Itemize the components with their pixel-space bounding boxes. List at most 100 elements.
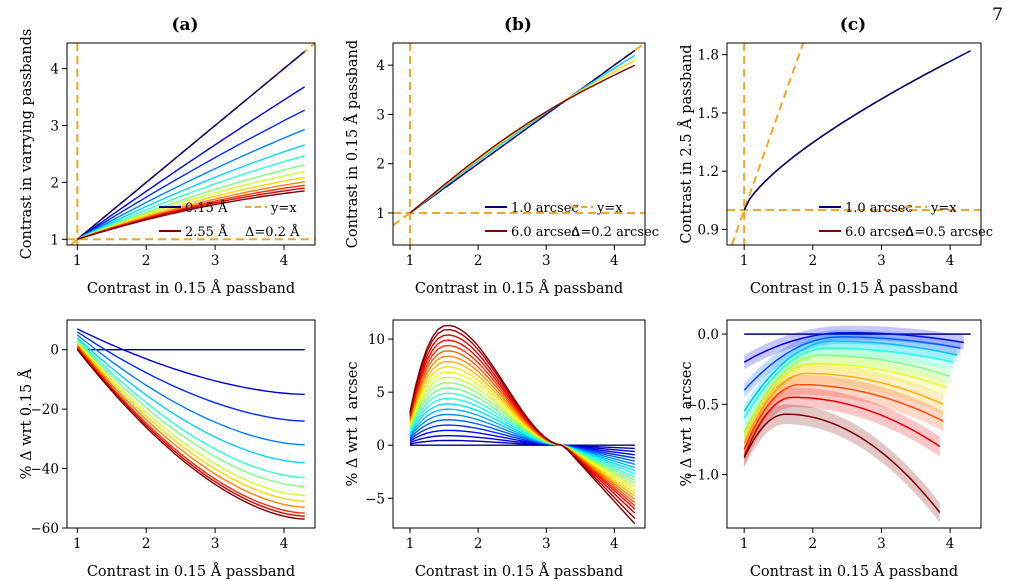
series-line <box>76 331 305 422</box>
legend-label: 2.55 Å <box>185 224 228 240</box>
y-axis-label: Contrast in varrying passbands <box>19 29 35 260</box>
series-line <box>409 334 636 514</box>
y-tick-label: 2 <box>376 157 385 173</box>
series-line <box>409 324 636 525</box>
series-line <box>409 371 636 491</box>
page-number: 7 <box>992 5 1003 25</box>
series-line <box>409 429 635 456</box>
y-axis-label: Contrast in 0.15 Å passband <box>343 40 361 248</box>
series-line <box>409 350 636 504</box>
x-axis-label: Contrast in 0.15 Å passband <box>750 562 958 580</box>
series-line <box>76 334 305 446</box>
y-tick-label: 3 <box>376 107 385 123</box>
y-tick-label: −40 <box>31 462 60 478</box>
panel-a-top: (a) Contrast in 0.15 Å passband Contrast i… <box>19 15 316 297</box>
x-tick-label: 2 <box>474 536 483 552</box>
ref-identity-line <box>730 43 805 245</box>
legend-label: 1.0 arcsec <box>845 201 913 216</box>
series-line <box>76 349 305 520</box>
series-line <box>77 155 305 240</box>
y-tick-label: 0 <box>50 343 59 359</box>
series-line <box>409 387 636 481</box>
series-line <box>409 435 635 453</box>
y-tick-label: 1.8 <box>698 48 719 64</box>
series-line <box>409 424 635 459</box>
plot-frame <box>726 319 982 529</box>
series-line <box>77 176 305 240</box>
series-line <box>409 403 636 472</box>
legend-label: 6.0 arcsec <box>511 225 579 240</box>
y-tick-label: −0.5 <box>686 397 719 413</box>
panel-b-bot: Contrast in 0.15 Å passband % Δ wrt 1 arc… <box>345 319 646 580</box>
legend-label: 0.15 Å <box>185 200 228 216</box>
series-line <box>743 383 944 450</box>
series-line <box>76 341 305 496</box>
series-line <box>409 392 636 478</box>
x-tick-label: 1 <box>406 536 415 552</box>
x-tick-label: 2 <box>142 536 151 552</box>
x-axis-label: Contrast in 0.15 Å passband <box>415 279 623 297</box>
y-tick-label: 1 <box>376 206 385 222</box>
legend-label: Δ=0.2 Å <box>245 224 300 240</box>
legend: 0.15 Å y=x 2.55 Å Δ=0.2 Å <box>159 200 300 240</box>
series-line <box>76 109 306 240</box>
series-line <box>743 57 956 211</box>
plot-frame <box>726 42 982 246</box>
legend-label: Δ=0.2 arcsec <box>571 225 659 240</box>
series-line <box>743 336 961 391</box>
y-tick-label: 4 <box>50 62 59 78</box>
series-line <box>743 362 947 437</box>
series-line <box>409 419 635 462</box>
series-line <box>76 50 306 240</box>
series-line <box>77 170 305 240</box>
series-line <box>409 397 636 475</box>
panel-c-top: (c) Contrast in 0.15 Å passband Contrast i… <box>677 15 993 297</box>
x-tick-label: 3 <box>211 536 220 552</box>
series-line <box>76 338 305 479</box>
series-line <box>76 340 305 488</box>
plot-area-c-bot <box>743 325 971 523</box>
x-tick-label: 4 <box>946 536 955 552</box>
series-line <box>743 331 964 363</box>
y-axis-label: % Δ wrt 0.15 Å <box>17 368 35 479</box>
series-line <box>743 413 941 513</box>
y-axis-label: % Δ wrt 1 arcsec <box>679 362 695 487</box>
series-line <box>743 50 972 211</box>
uncertainty-band <box>744 339 954 427</box>
series-line <box>76 347 305 517</box>
plot-area-b-bot <box>409 324 636 525</box>
series-line <box>409 439 635 450</box>
series-line <box>409 366 636 494</box>
y-axis-label: % Δ wrt 1 arcsec <box>345 362 361 487</box>
y-tick-label: 4 <box>376 58 385 74</box>
uncertainty-band <box>744 374 944 460</box>
x-tick-label: 2 <box>142 253 151 269</box>
series-line <box>409 64 636 214</box>
y-tick-label: 0.0 <box>698 327 719 343</box>
x-tick-label: 4 <box>610 536 619 552</box>
x-tick-label: 3 <box>877 536 886 552</box>
series-line <box>409 413 635 465</box>
x-tick-label: 1 <box>73 536 82 552</box>
y-tick-label: −20 <box>31 402 60 418</box>
y-tick-label: 5 <box>376 385 385 401</box>
uncertainty-band <box>744 334 957 419</box>
series-line <box>76 128 305 240</box>
series-line <box>409 339 636 510</box>
series-line <box>76 337 305 464</box>
panel-label: (b) <box>504 15 532 35</box>
x-tick-label: 1 <box>406 253 415 269</box>
x-tick-label: 4 <box>946 253 955 269</box>
series-line <box>409 408 636 469</box>
series-line <box>76 346 305 514</box>
y-tick-label: 0 <box>376 438 385 454</box>
uncertainty-band <box>744 355 947 446</box>
panel-label: (a) <box>171 15 198 35</box>
series-line <box>409 355 636 500</box>
plot-frame <box>66 319 316 529</box>
plot-area-b-top <box>393 43 645 245</box>
series-line <box>743 62 948 211</box>
